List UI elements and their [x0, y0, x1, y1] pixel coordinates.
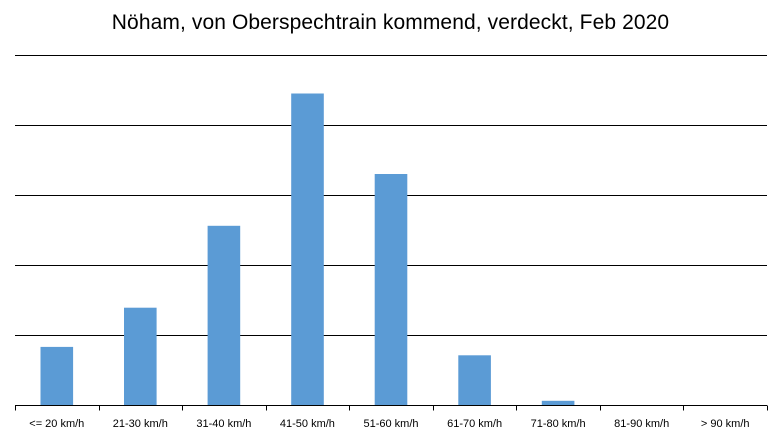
- x-axis: [15, 405, 768, 411]
- bar-4: [374, 174, 408, 405]
- bar-6: [541, 400, 575, 405]
- x-tick-label: <= 20 km/h: [29, 418, 84, 430]
- bar-0: [40, 346, 74, 405]
- x-tick-label: 21-30 km/h: [113, 418, 168, 430]
- x-tick-label: 61-70 km/h: [447, 418, 502, 430]
- x-tick-label: 41-50 km/h: [280, 418, 335, 430]
- x-tick-label: 71-80 km/h: [531, 418, 586, 430]
- chart-title: Nöham, von Oberspechtrain kommend, verde…: [111, 11, 670, 34]
- bar-3: [291, 93, 324, 405]
- x-tick-label: 31-40 km/h: [196, 418, 251, 430]
- x-tick-label: 51-60 km/h: [363, 418, 418, 430]
- bar-1: [124, 307, 157, 405]
- bar-5: [458, 355, 491, 405]
- bars: [40, 93, 575, 405]
- x-tick-label: > 90 km/h: [701, 418, 750, 430]
- x-tick-label: 81-90 km/h: [614, 418, 669, 430]
- bar-2: [207, 225, 241, 405]
- x-tick-labels: <= 20 km/h 21-30 km/h 31-40 km/h 41-50 km/h…: [29, 418, 749, 430]
